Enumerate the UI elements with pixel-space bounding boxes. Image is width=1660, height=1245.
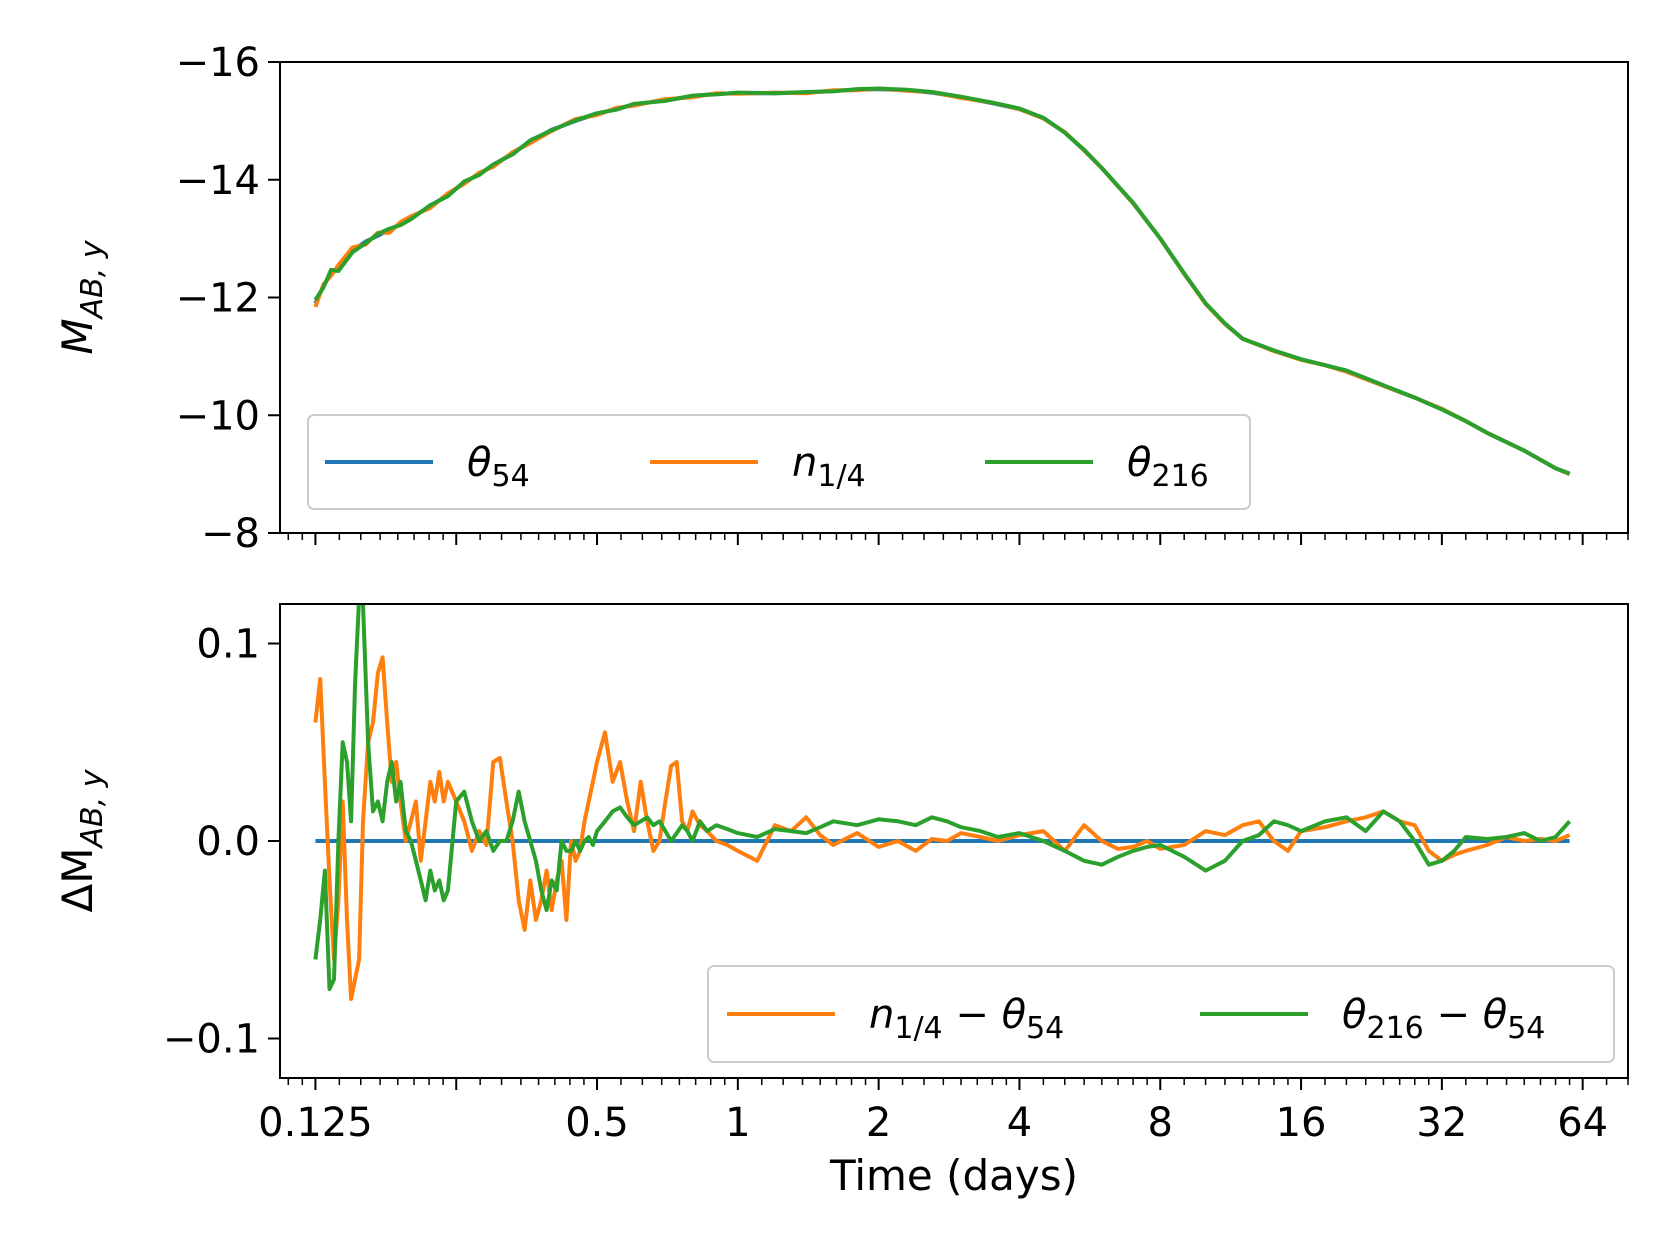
legend-sub-a: 216 bbox=[1366, 1011, 1423, 1046]
legend-entry: θ216 bbox=[1127, 440, 1209, 494]
legend-minus: − bbox=[943, 992, 1002, 1038]
legend-sub-b: 54 bbox=[1026, 1011, 1064, 1046]
panel-bottom: 0.1 0.0 −0.1 0.125 0.5 1 2 4 8 16 32 64 Time (days) Δ… bbox=[53, 603, 1629, 1200]
series-group bbox=[313, 86, 1571, 476]
legend-sub-a: 1/4 bbox=[894, 1011, 942, 1046]
series-group bbox=[313, 604, 1572, 1001]
legend-sub: 216 bbox=[1151, 459, 1208, 494]
legend-entry: n1/4 bbox=[792, 440, 866, 494]
x-tick-label: 64 bbox=[1557, 1100, 1608, 1146]
y-axis-label: ΔMAB, y bbox=[53, 768, 110, 912]
legend-sub-b: 54 bbox=[1507, 1011, 1545, 1046]
legend-main-b: θ bbox=[1002, 992, 1026, 1038]
y-label-sub: AB, y bbox=[75, 768, 110, 849]
y-tick-label: 0.1 bbox=[196, 622, 260, 668]
series-line-bottom-2 bbox=[313, 604, 1572, 992]
y-label-main: ΔM bbox=[53, 847, 102, 912]
legend-main-b: θ bbox=[1483, 992, 1507, 1038]
y-tick-label: −8 bbox=[201, 511, 260, 557]
legend-entry: θ216 − θ54 bbox=[1342, 992, 1545, 1046]
y-tick-label: −0.1 bbox=[163, 1017, 260, 1063]
legend-entry: θ54 bbox=[467, 440, 530, 494]
y-tick-label: 0.0 bbox=[196, 819, 260, 865]
legend-main-a: n bbox=[869, 992, 894, 1038]
series-line-top-2 bbox=[313, 86, 1571, 476]
y-label-main: M bbox=[53, 318, 102, 354]
legend-minus: − bbox=[1424, 992, 1483, 1038]
y-tick-label: −14 bbox=[176, 158, 260, 204]
y-axis-label: MAB, y bbox=[53, 239, 110, 354]
legend-main: n bbox=[792, 440, 817, 486]
x-tick-label: 4 bbox=[1007, 1100, 1032, 1146]
legend-entry: n1/4 − θ54 bbox=[869, 992, 1064, 1046]
legend-main: θ bbox=[1127, 440, 1151, 486]
y-tick-label: −12 bbox=[176, 276, 260, 322]
y-tick-label: −10 bbox=[176, 393, 260, 439]
legend-sub: 1/4 bbox=[817, 459, 865, 494]
y-tick-label: −16 bbox=[176, 40, 260, 86]
legend-sub: 54 bbox=[491, 459, 529, 494]
series-line-bottom-1 bbox=[313, 655, 1571, 1001]
legend-box bbox=[707, 965, 1615, 1063]
x-tick-label: 0.5 bbox=[565, 1100, 629, 1146]
legend-main: θ bbox=[467, 440, 491, 486]
x-tick-label: 16 bbox=[1276, 1100, 1327, 1146]
x-tick-label: 0.125 bbox=[258, 1100, 373, 1146]
x-axis-label: Time (days) bbox=[829, 1151, 1078, 1200]
legend-box bbox=[307, 414, 1251, 510]
x-tick-label: 8 bbox=[1148, 1100, 1173, 1146]
x-tick-label: 2 bbox=[866, 1100, 891, 1146]
x-tick-label: 1 bbox=[725, 1100, 750, 1146]
y-label-sub: AB, y bbox=[75, 239, 110, 320]
x-tick-label: 32 bbox=[1416, 1100, 1467, 1146]
legend-main-a: θ bbox=[1342, 992, 1366, 1038]
